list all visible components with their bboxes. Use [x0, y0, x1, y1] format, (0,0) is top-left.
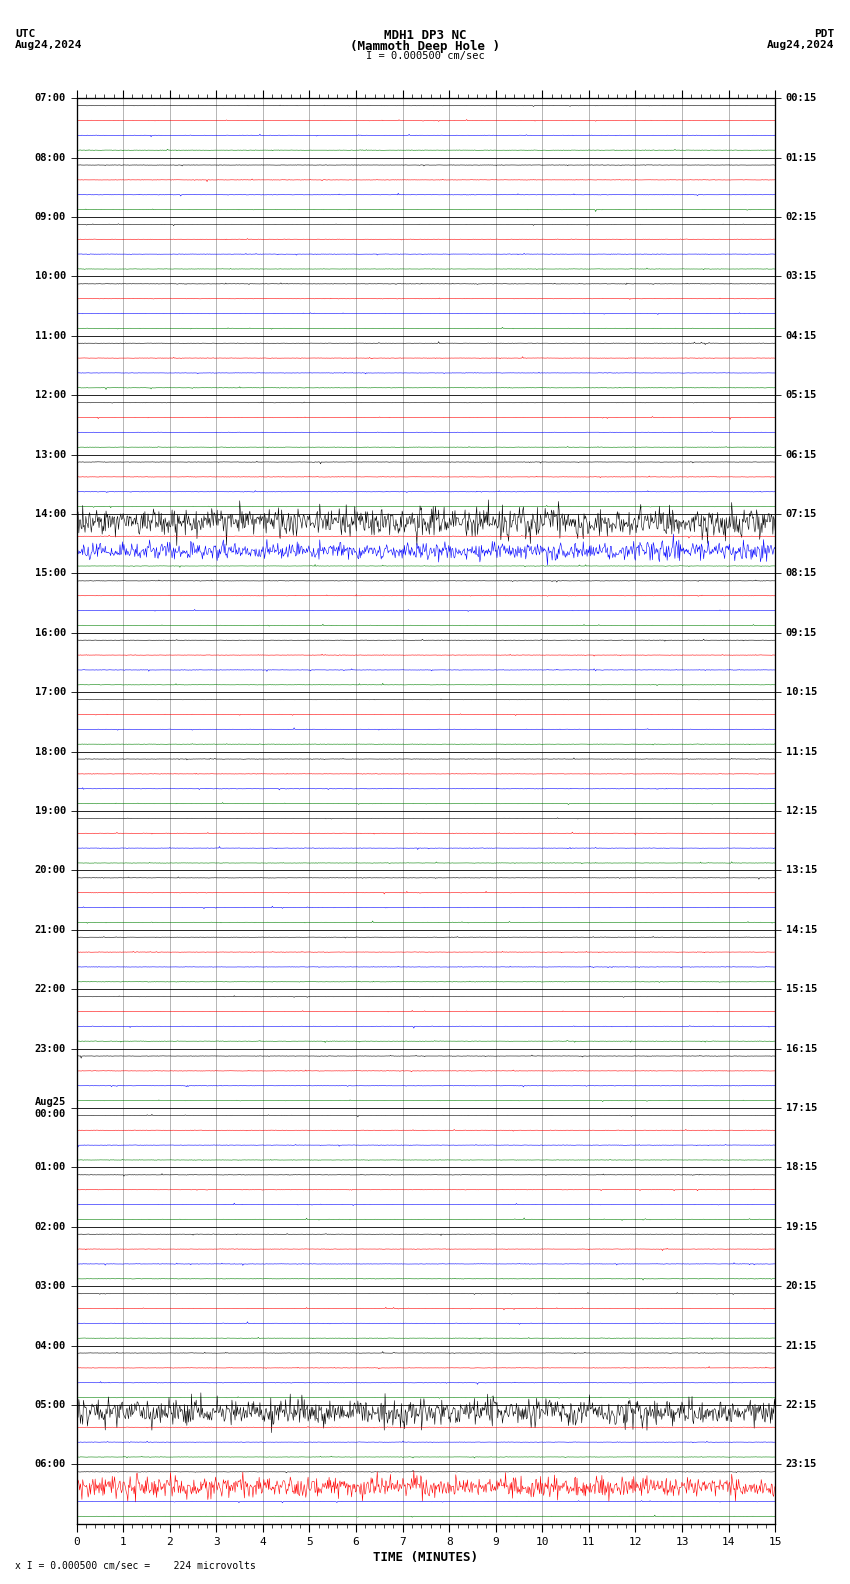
Text: PDT: PDT — [814, 29, 835, 40]
X-axis label: TIME (MINUTES): TIME (MINUTES) — [373, 1551, 479, 1563]
Text: (Mammoth Deep Hole ): (Mammoth Deep Hole ) — [350, 40, 500, 54]
Text: I = 0.000500 cm/sec: I = 0.000500 cm/sec — [366, 51, 484, 62]
Text: x I = 0.000500 cm/sec =    224 microvolts: x I = 0.000500 cm/sec = 224 microvolts — [15, 1560, 256, 1571]
Text: Aug24,2024: Aug24,2024 — [768, 40, 835, 51]
Text: MDH1 DP3 NC: MDH1 DP3 NC — [383, 29, 467, 43]
Text: Aug24,2024: Aug24,2024 — [15, 40, 82, 51]
Text: UTC: UTC — [15, 29, 36, 40]
